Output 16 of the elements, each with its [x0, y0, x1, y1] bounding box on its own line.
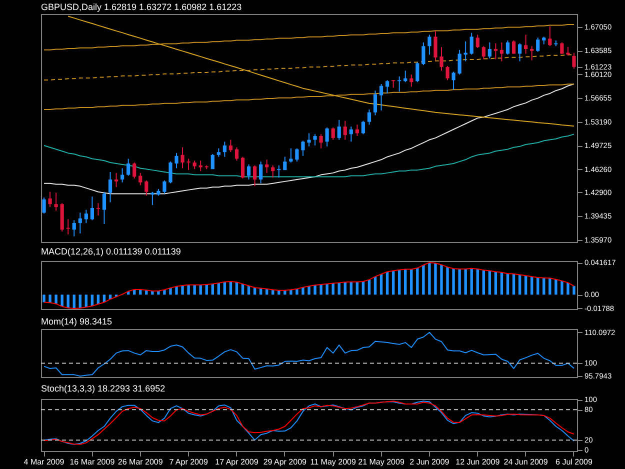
chart-title: Mom(14) 98.3415 [41, 316, 112, 326]
x-tick-label: 12 Jun 2009 [456, 458, 500, 466]
x-tick-label: 6 Jul 2009 [556, 458, 593, 466]
chart-title: GBPUSD,Daily 1.62819 1.63272 1.60982 1.61223 [41, 2, 242, 12]
x-tick-label: 2 Jun 2009 [410, 458, 450, 466]
chart-title: Stoch(13,3,3) 18.2293 31.6952 [41, 384, 166, 394]
x-tick-label: 4 Mar 2009 [24, 458, 65, 466]
x-tick-label: 24 Jun 2009 [504, 458, 548, 466]
x-tick-label: 26 Mar 2009 [118, 458, 164, 466]
x-tick-label: 11 May 2009 [310, 458, 356, 466]
x-tick-label: 17 Apr 2009 [215, 458, 259, 466]
x-tick-label: 16 Mar 2009 [70, 458, 116, 466]
x-tick-label: 7 Apr 2009 [169, 458, 208, 466]
x-tick-label: 29 Apr 2009 [263, 458, 308, 466]
x-tick-label: 21 May 2009 [358, 458, 405, 466]
chart-title: MACD(12,26,1) 0.011139 0.011139 [41, 246, 181, 257]
